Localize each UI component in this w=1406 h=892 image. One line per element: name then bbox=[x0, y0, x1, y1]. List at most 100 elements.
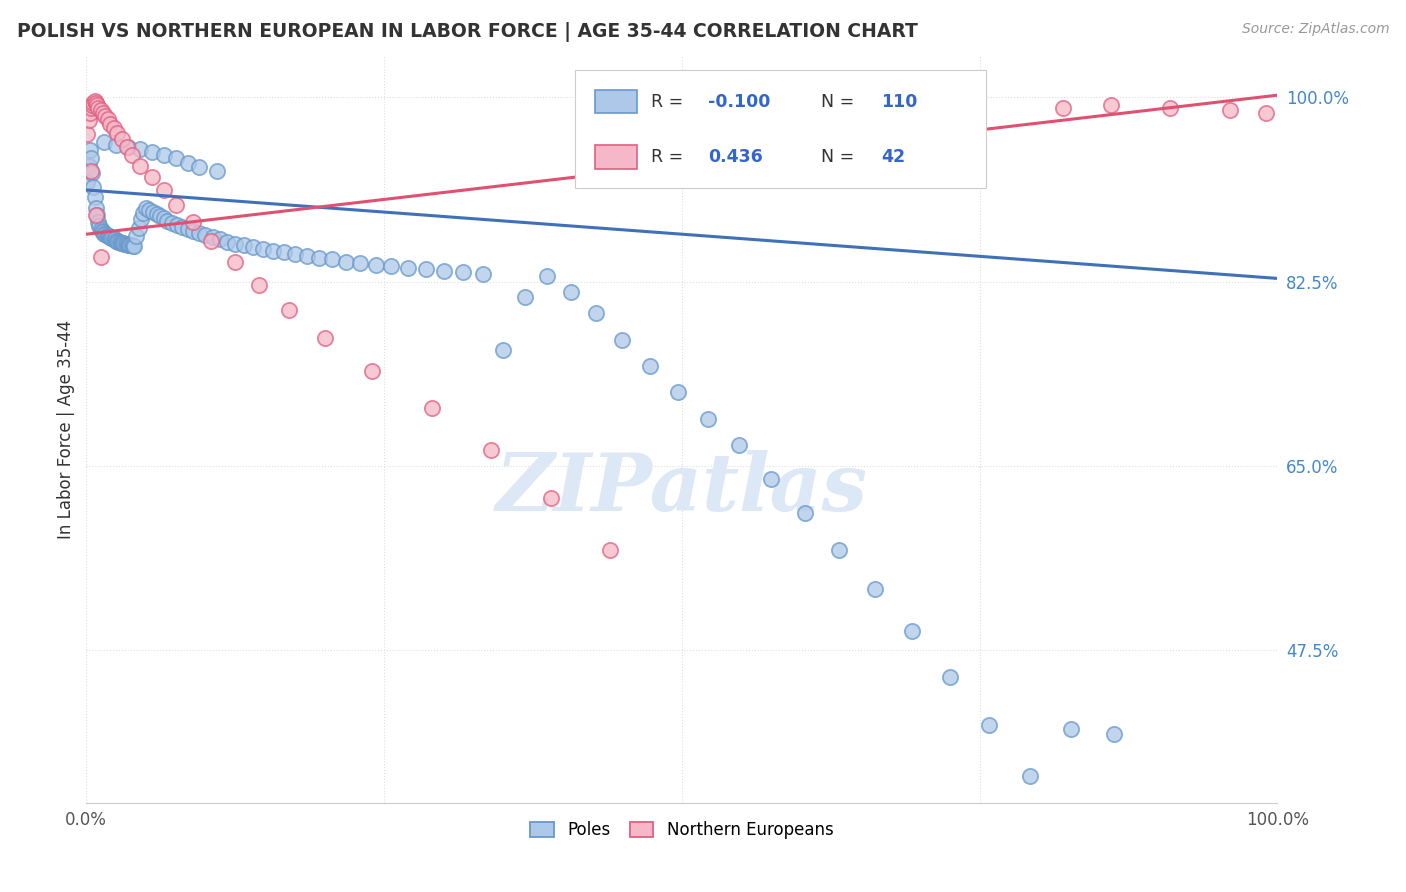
Point bbox=[110, 235, 132, 250]
Point bbox=[793, 506, 815, 520]
Point bbox=[105, 137, 128, 152]
Point bbox=[80, 164, 103, 178]
Point bbox=[149, 209, 172, 223]
Point bbox=[420, 401, 443, 415]
Point bbox=[1159, 101, 1181, 115]
Point bbox=[536, 269, 558, 284]
Point bbox=[1060, 723, 1083, 737]
Point bbox=[141, 170, 163, 185]
Point bbox=[114, 236, 136, 251]
Point bbox=[107, 235, 129, 249]
Point bbox=[284, 247, 307, 261]
Point bbox=[91, 225, 114, 239]
Y-axis label: In Labor Force | Age 35-44: In Labor Force | Age 35-44 bbox=[58, 319, 75, 539]
Point bbox=[262, 244, 284, 258]
Point bbox=[492, 343, 515, 357]
Point bbox=[90, 251, 112, 265]
Point bbox=[83, 95, 105, 109]
Point bbox=[105, 234, 128, 248]
Point bbox=[396, 260, 419, 275]
Point bbox=[160, 216, 183, 230]
Point bbox=[200, 234, 222, 248]
Point bbox=[979, 718, 1001, 732]
Point bbox=[560, 285, 582, 299]
Point bbox=[103, 232, 125, 246]
Legend: Poles, Northern Europeans: Poles, Northern Europeans bbox=[523, 814, 841, 846]
Point bbox=[176, 155, 198, 169]
Point bbox=[156, 213, 179, 227]
Point bbox=[76, 175, 98, 189]
Point bbox=[224, 254, 246, 268]
Point bbox=[666, 385, 689, 400]
Point bbox=[96, 228, 118, 243]
Point bbox=[79, 106, 101, 120]
Point bbox=[82, 95, 104, 110]
Point bbox=[314, 331, 336, 345]
Point bbox=[451, 265, 474, 279]
Text: 0.436: 0.436 bbox=[709, 148, 763, 166]
Point bbox=[1052, 101, 1074, 115]
Point bbox=[97, 112, 120, 127]
Point bbox=[145, 207, 167, 221]
Point bbox=[165, 152, 187, 166]
Point bbox=[900, 624, 922, 639]
Point bbox=[120, 237, 142, 252]
Point bbox=[115, 140, 138, 154]
Point bbox=[361, 364, 384, 378]
Point bbox=[1104, 727, 1126, 741]
Point bbox=[121, 148, 143, 162]
Point bbox=[77, 159, 100, 173]
Text: R =: R = bbox=[651, 93, 689, 111]
Point bbox=[273, 245, 295, 260]
Point bbox=[86, 208, 108, 222]
Point bbox=[761, 471, 783, 485]
Point bbox=[103, 120, 125, 135]
Point bbox=[152, 183, 174, 197]
Point bbox=[108, 235, 131, 249]
Point bbox=[183, 214, 205, 228]
Point bbox=[128, 142, 150, 156]
Point bbox=[247, 277, 270, 292]
Point bbox=[277, 303, 299, 318]
Point bbox=[135, 201, 157, 215]
Point bbox=[84, 201, 107, 215]
Point bbox=[152, 211, 174, 226]
Point bbox=[112, 236, 135, 251]
Point bbox=[188, 226, 211, 240]
Point bbox=[79, 143, 101, 157]
Point bbox=[94, 109, 117, 123]
Point bbox=[104, 232, 127, 246]
Point bbox=[295, 249, 318, 263]
Point bbox=[87, 214, 110, 228]
Point bbox=[513, 290, 536, 304]
Point bbox=[105, 234, 128, 248]
Text: Source: ZipAtlas.com: Source: ZipAtlas.com bbox=[1241, 22, 1389, 37]
Point bbox=[232, 237, 254, 252]
Point bbox=[201, 230, 224, 244]
Point bbox=[101, 231, 124, 245]
Point bbox=[349, 255, 371, 269]
Point bbox=[471, 267, 494, 281]
Point bbox=[142, 205, 165, 219]
FancyBboxPatch shape bbox=[595, 145, 637, 169]
Point bbox=[540, 491, 562, 505]
Point bbox=[129, 212, 152, 227]
Point bbox=[97, 229, 120, 244]
Point bbox=[638, 359, 661, 373]
Point bbox=[697, 411, 720, 425]
Point bbox=[111, 132, 134, 146]
Point bbox=[84, 95, 107, 110]
Point bbox=[76, 127, 98, 141]
Point bbox=[98, 230, 121, 244]
Point bbox=[117, 140, 139, 154]
Point bbox=[728, 438, 751, 452]
Text: 42: 42 bbox=[880, 148, 905, 166]
Point bbox=[215, 235, 238, 249]
Point bbox=[1099, 97, 1122, 112]
Point bbox=[122, 239, 145, 253]
Point bbox=[94, 227, 117, 242]
Point bbox=[252, 242, 274, 256]
Point bbox=[1254, 106, 1277, 120]
Point bbox=[863, 582, 886, 596]
Point bbox=[176, 222, 198, 236]
